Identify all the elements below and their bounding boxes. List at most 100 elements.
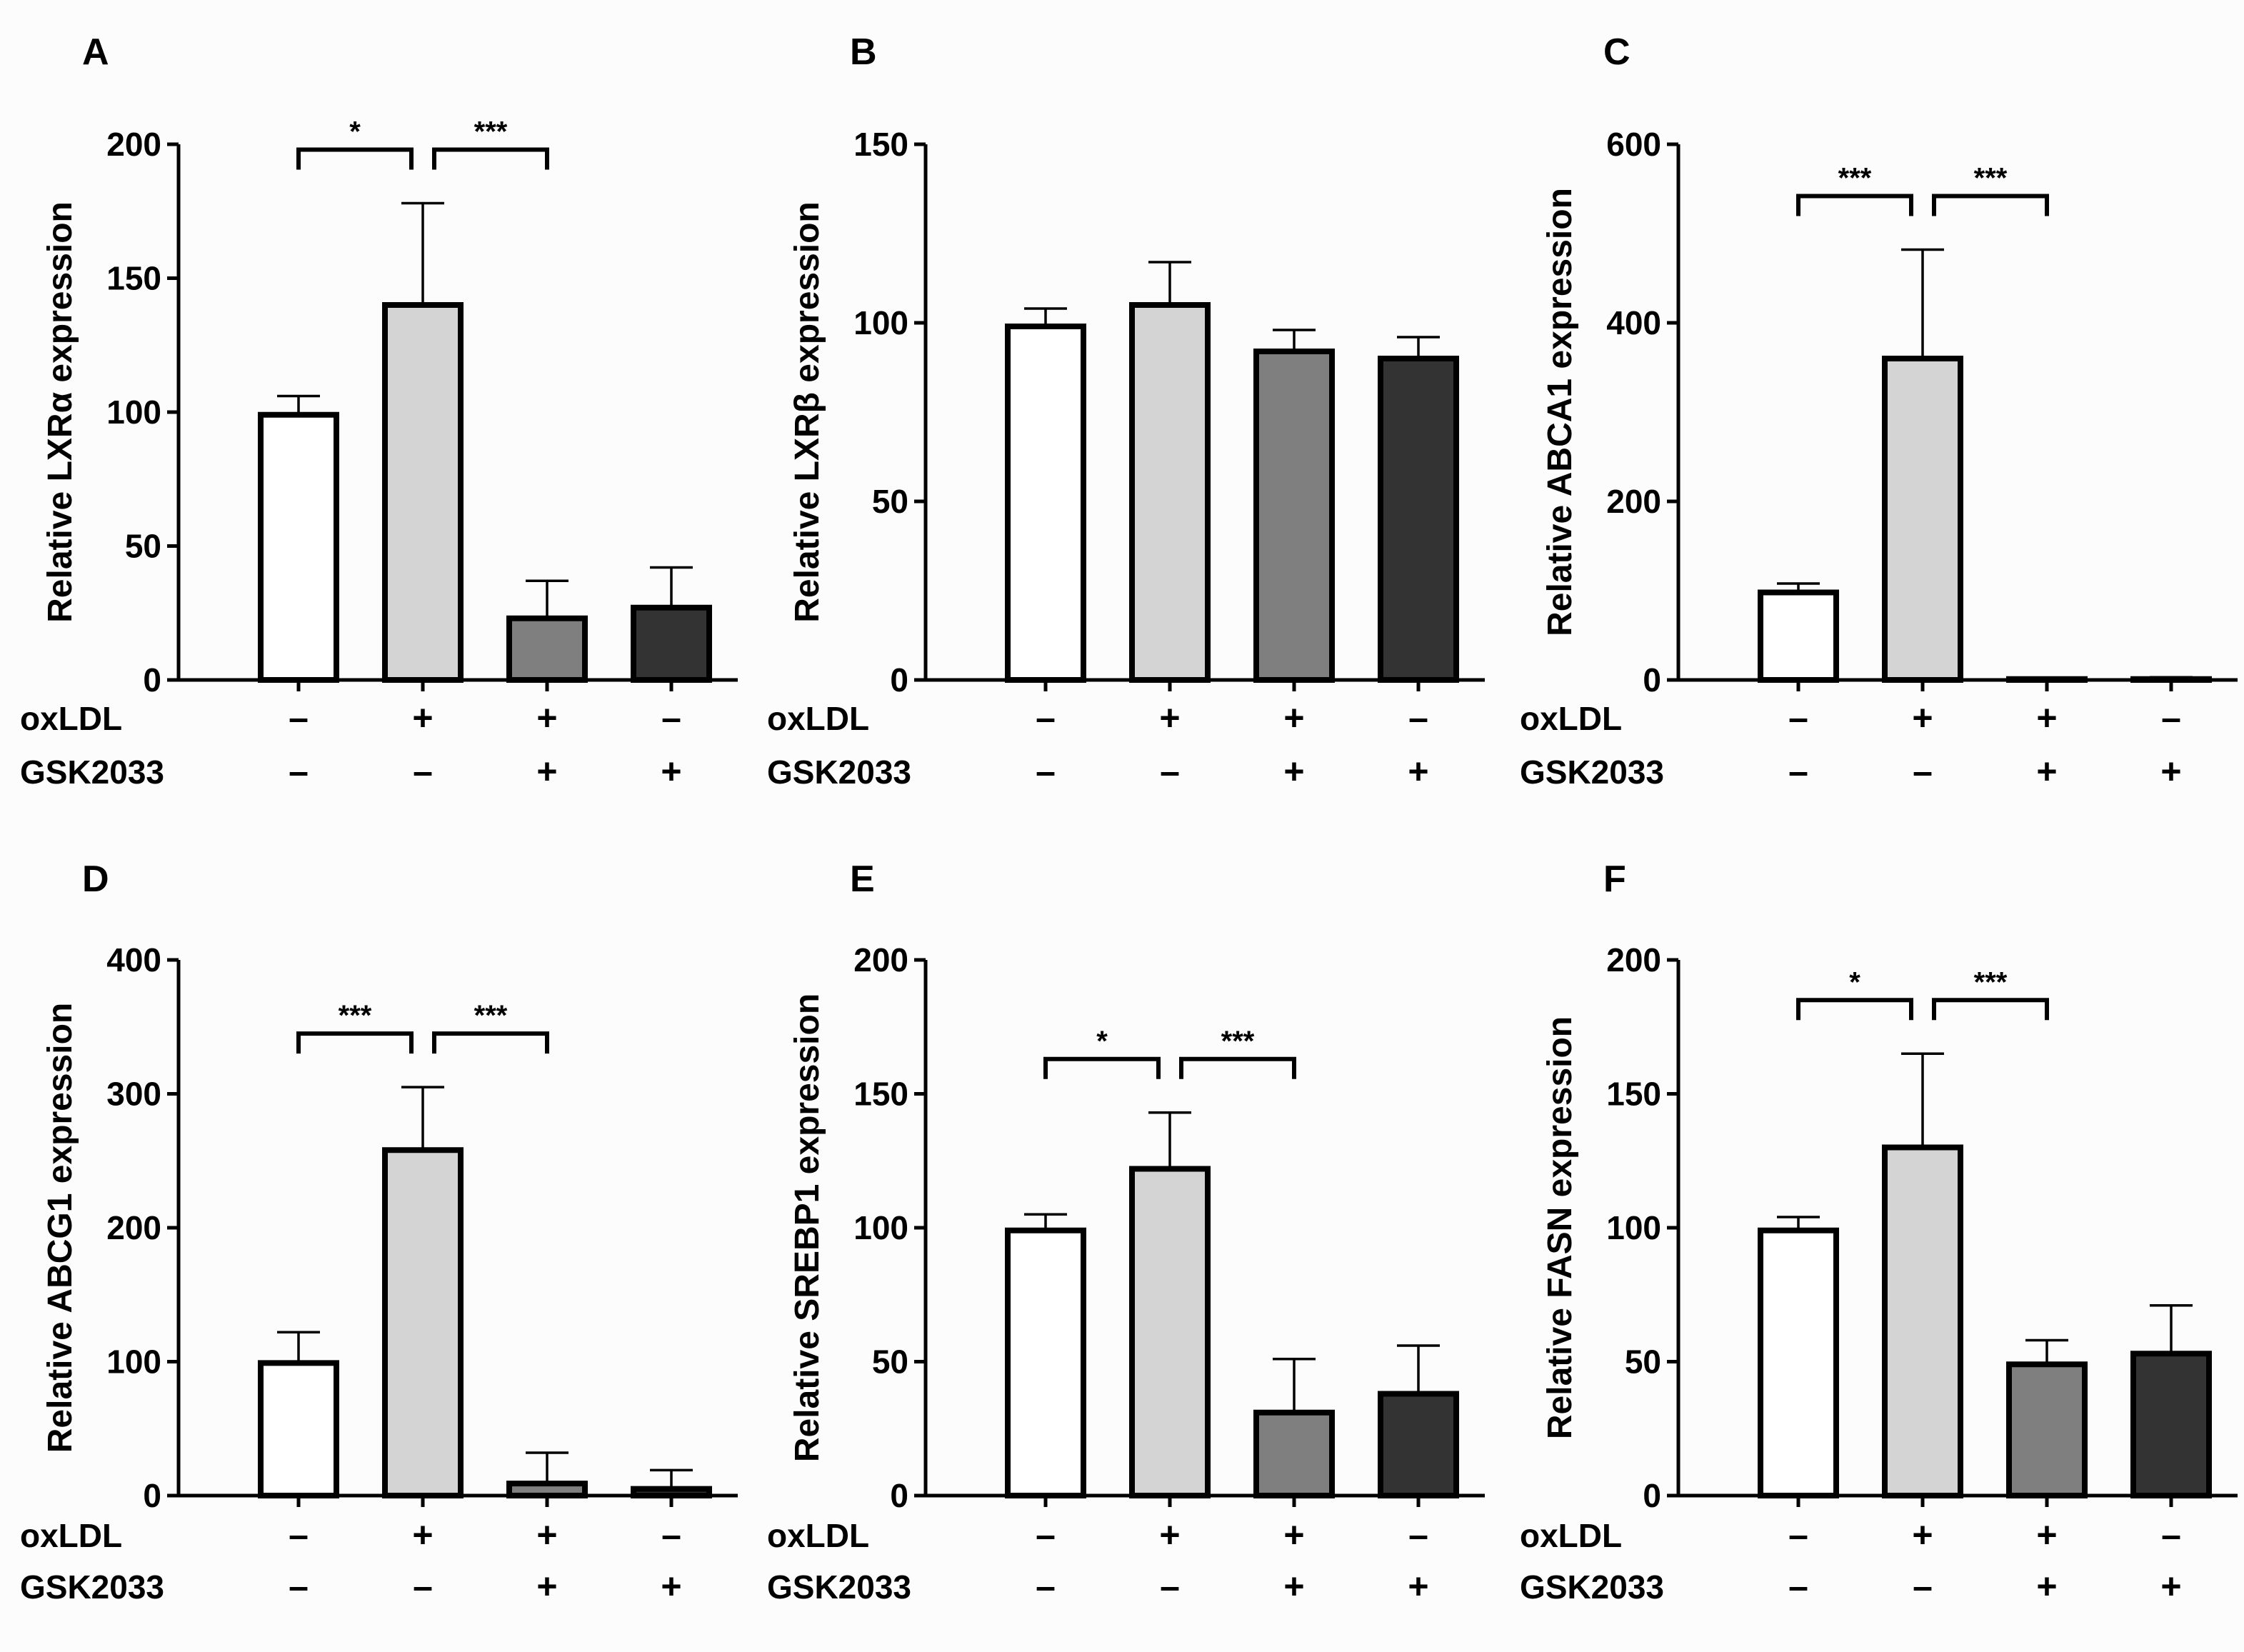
oxldl-sign: + xyxy=(1283,698,1304,738)
gsk2033-sign: + xyxy=(1283,751,1304,791)
bar xyxy=(1253,349,1335,683)
y-tick-label: 150 xyxy=(1606,1076,1661,1113)
bar xyxy=(1005,324,1086,683)
gsk2033-sign: – xyxy=(289,751,309,791)
y-tick-label: 0 xyxy=(143,661,161,699)
bar xyxy=(1882,356,1963,683)
significance-label: * xyxy=(1849,966,1860,998)
oxldl-sign: – xyxy=(1036,698,1056,738)
bar xyxy=(1758,1227,1839,1498)
panel-letter: D xyxy=(82,858,109,900)
significance-bracket xyxy=(296,147,414,170)
gsk2033-sign: – xyxy=(413,1566,433,1606)
bar xyxy=(2006,676,2088,683)
panel-letter: A xyxy=(82,31,109,73)
gsk2033-sign: + xyxy=(1283,1566,1304,1606)
y-tick-label: 0 xyxy=(1643,1477,1661,1514)
y-tick-label: 200 xyxy=(106,126,161,163)
oxldl-sign: + xyxy=(1912,698,1933,738)
significance-label: *** xyxy=(474,116,508,148)
oxldl-sign: + xyxy=(2036,698,2057,738)
y-tick-label: 100 xyxy=(853,304,908,341)
gsk2033-sign: + xyxy=(661,1566,681,1606)
panel-c: C 0 200 400 600 Relative ABCA1 expression *** *… xyxy=(1520,31,2238,791)
oxldl-sign: + xyxy=(536,1515,557,1555)
significance-bracket xyxy=(1796,998,1913,1021)
panel-b: B 0 50 100 150 Relative LXRβ expression oxLDL G… xyxy=(767,31,1485,791)
y-tick-label: 300 xyxy=(106,1076,161,1113)
oxldl-sign: – xyxy=(2161,698,2181,738)
y-tick-label: 400 xyxy=(106,941,161,978)
bar xyxy=(631,604,712,683)
oxldl-sign: + xyxy=(536,698,557,738)
bar xyxy=(1378,1391,1459,1498)
gsk2033-sign: + xyxy=(1408,751,1428,791)
bar xyxy=(506,615,588,683)
significance-label: *** xyxy=(339,1000,372,1031)
significance-bracket xyxy=(1796,194,1913,216)
oxldl-sign: – xyxy=(1788,1515,1808,1555)
panel-letter: C xyxy=(1603,31,1631,73)
bar xyxy=(1129,1166,1211,1498)
y-tick-label: 50 xyxy=(872,483,908,520)
oxldl-sign: + xyxy=(1159,698,1180,738)
y-tick-label: 150 xyxy=(853,126,908,163)
bar xyxy=(258,411,339,683)
gsk2033-sign: + xyxy=(2036,751,2057,791)
y-axis-label: Relative LXRβ expression xyxy=(788,201,826,623)
bar xyxy=(1005,1227,1086,1498)
bar xyxy=(1378,356,1459,683)
oxldl-sign: + xyxy=(1283,1515,1304,1555)
significance-label: *** xyxy=(1221,1026,1255,1057)
oxldl-sign: + xyxy=(412,1515,433,1555)
row-label-gsk2033: GSK2033 xyxy=(1520,1568,1664,1606)
row-label-oxldl: oxLDL xyxy=(20,700,122,737)
gsk2033-sign: – xyxy=(1160,1566,1180,1606)
gsk2033-sign: – xyxy=(1788,1566,1808,1606)
y-tick-label: 50 xyxy=(125,528,161,565)
gsk2033-sign: + xyxy=(2160,751,2181,791)
oxldl-sign: – xyxy=(1036,1515,1056,1555)
significance-bracket xyxy=(1179,1056,1296,1079)
gsk2033-sign: – xyxy=(1160,751,1180,791)
y-tick-label: 0 xyxy=(1643,661,1661,699)
y-tick-label: 100 xyxy=(853,1209,908,1246)
panel-letter: E xyxy=(850,858,875,900)
y-tick-label: 200 xyxy=(1606,941,1661,978)
row-label-oxldl: oxLDL xyxy=(20,1517,122,1554)
y-axis-label: Relative ABCG1 expression xyxy=(41,1003,79,1453)
y-tick-label: 100 xyxy=(106,1343,161,1381)
bar xyxy=(2130,1351,2212,1498)
bar xyxy=(1758,589,1839,683)
y-tick-label: 400 xyxy=(1606,304,1661,341)
row-label-oxldl: oxLDL xyxy=(767,700,869,737)
row-label-oxldl: oxLDL xyxy=(1520,1517,1622,1554)
bar xyxy=(2130,676,2212,683)
significance-label: *** xyxy=(1974,966,2008,998)
significance-bracket xyxy=(432,1031,549,1054)
y-axis-label: Relative SREBP1 expression xyxy=(788,993,826,1462)
y-tick-label: 100 xyxy=(106,394,161,431)
y-tick-label: 50 xyxy=(872,1343,908,1381)
significance-label: * xyxy=(1096,1026,1108,1057)
oxldl-sign: + xyxy=(412,698,433,738)
oxldl-sign: – xyxy=(289,698,309,738)
row-label-gsk2033: GSK2033 xyxy=(1520,754,1664,791)
oxldl-sign: + xyxy=(1159,1515,1180,1555)
significance-bracket xyxy=(296,1031,414,1054)
gsk2033-sign: – xyxy=(1788,751,1808,791)
gsk2033-sign: + xyxy=(1408,1566,1428,1606)
oxldl-sign: – xyxy=(1408,698,1428,738)
y-tick-label: 150 xyxy=(106,260,161,297)
y-axis-label: Relative FASN expression xyxy=(1541,1016,1579,1439)
y-tick-label: 150 xyxy=(853,1076,908,1113)
y-tick-label: 100 xyxy=(1606,1209,1661,1246)
bar xyxy=(1253,1409,1335,1498)
oxldl-sign: + xyxy=(2036,1515,2057,1555)
y-tick-label: 0 xyxy=(890,1477,908,1514)
gsk2033-sign: + xyxy=(536,751,557,791)
row-label-oxldl: oxLDL xyxy=(1520,700,1622,737)
